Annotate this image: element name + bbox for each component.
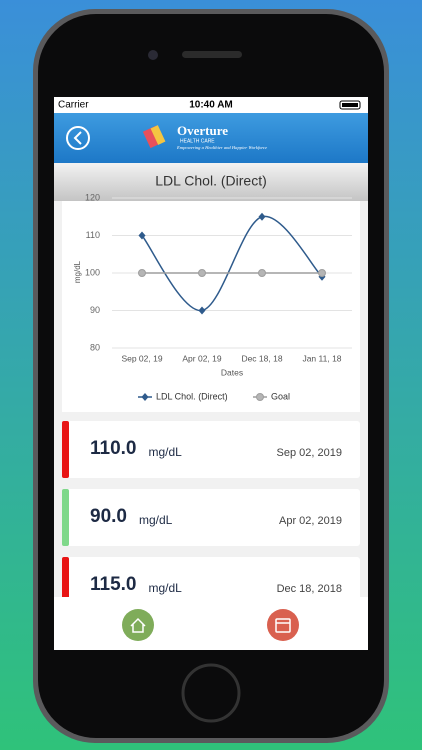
point bbox=[198, 306, 206, 315]
home-button[interactable] bbox=[181, 663, 241, 723]
y-tick-label: 110 bbox=[86, 230, 100, 240]
legend-label: LDL Chol. (Direct) bbox=[156, 391, 228, 401]
legend-marker bbox=[141, 393, 149, 401]
carrier: Carrier bbox=[58, 100, 89, 111]
record-date: Dec 18, 2018 bbox=[277, 583, 342, 595]
header bbox=[54, 113, 368, 163]
y-tick-label: 90 bbox=[90, 305, 100, 315]
brand-sub: HEALTH CARE bbox=[180, 138, 215, 144]
back-button[interactable] bbox=[66, 126, 90, 150]
logo-mark bbox=[150, 125, 166, 145]
home-icon bbox=[130, 617, 146, 633]
record-unit: mg/dL bbox=[149, 581, 183, 595]
y-tick-label: 120 bbox=[85, 192, 100, 202]
record-flag bbox=[62, 489, 69, 546]
tagline: Empowering a Healthier and Happier Workf… bbox=[176, 145, 267, 150]
record-value: 110.0 bbox=[90, 438, 137, 459]
record-value: 115.0 bbox=[90, 574, 137, 595]
legend-marker bbox=[256, 393, 264, 401]
clock: 10:40 AM bbox=[189, 100, 233, 111]
x-tick-label: Dec 18, 18 bbox=[241, 353, 282, 363]
page-title: LDL Chol. (Direct) bbox=[155, 173, 267, 189]
calendar-tab[interactable] bbox=[267, 609, 299, 641]
point bbox=[258, 212, 266, 221]
record-unit: mg/dL bbox=[139, 513, 173, 527]
record-flag bbox=[62, 421, 69, 478]
brand: Overture bbox=[177, 123, 228, 138]
status-bar bbox=[54, 97, 368, 113]
back-icon bbox=[73, 131, 82, 145]
point bbox=[138, 231, 146, 240]
battery bbox=[339, 100, 361, 110]
x-axis-label: Dates bbox=[221, 367, 243, 377]
record-date: Sep 02, 2019 bbox=[277, 447, 342, 459]
point bbox=[138, 269, 146, 277]
record-unit: mg/dL bbox=[149, 445, 183, 459]
y-tick-label: 80 bbox=[90, 342, 100, 352]
record-card bbox=[62, 489, 360, 546]
calendar-icon bbox=[275, 618, 291, 633]
chart-card bbox=[62, 201, 360, 412]
point bbox=[198, 269, 206, 277]
speaker bbox=[182, 51, 242, 58]
y-tick-label: 100 bbox=[85, 267, 100, 277]
legend-label: Goal bbox=[271, 391, 290, 401]
x-tick-label: Jan 11, 18 bbox=[302, 353, 341, 363]
point bbox=[258, 269, 266, 277]
record-card bbox=[62, 421, 360, 478]
record-value: 90.0 bbox=[90, 506, 127, 527]
record-date: Apr 02, 2019 bbox=[279, 515, 342, 527]
series-line bbox=[141, 215, 323, 312]
home-tab[interactable] bbox=[122, 609, 154, 641]
x-tick-label: Apr 02, 19 bbox=[182, 353, 221, 363]
y-axis-label: mg/dL bbox=[73, 260, 82, 283]
screen: Carrier 10:40 AM Overture HEALTH CARE Em… bbox=[54, 97, 368, 650]
point bbox=[318, 269, 326, 277]
battery-level bbox=[342, 103, 358, 107]
title-bar bbox=[54, 163, 368, 201]
bottom-nav bbox=[54, 597, 368, 650]
record-list: 110.0 mg/dL Sep 02, 2019 90.0 mg/dL Apr 02, 2… bbox=[62, 421, 360, 614]
chart: 80 90 100 110 120 mg/dL Dates Sep 02, 19 Apr 02,… bbox=[73, 192, 352, 401]
camera bbox=[148, 50, 158, 60]
x-tick-label: Sep 02, 19 bbox=[121, 353, 162, 363]
